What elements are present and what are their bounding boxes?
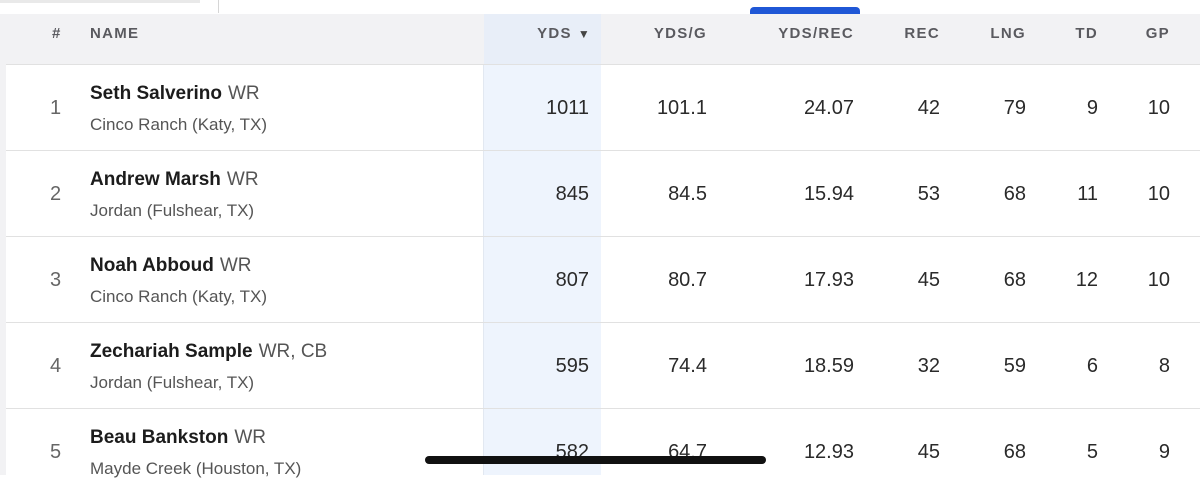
column-header-rec[interactable]: REC [904, 25, 940, 42]
row-rank: 5 [50, 441, 62, 463]
player-name-cell: Seth Salverino WR [90, 83, 260, 105]
stat-yds-per-rec: 24.07 [803, 97, 854, 119]
column-header-lng[interactable]: LNG [990, 25, 1026, 42]
player-position: WR, CB [258, 341, 328, 362]
player-school[interactable]: Jordan (Fulshear, TX) [90, 201, 255, 220]
player-position: WR [228, 83, 260, 104]
row-rank: 1 [50, 97, 62, 119]
stat-td: 9 [1086, 97, 1098, 119]
stat-yds: 807 [555, 269, 589, 291]
table-row[interactable]: 4 Zechariah Sample WR, CB Jordan (Fulshea… [6, 322, 1200, 409]
stat-yds-per-rec: 17.93 [803, 269, 854, 291]
stat-lng: 68 [1003, 183, 1026, 205]
player-position: WR [234, 427, 266, 448]
stat-lng: 59 [1003, 355, 1026, 377]
column-header-name[interactable]: NAME [90, 25, 140, 42]
stat-td: 6 [1086, 355, 1098, 377]
column-header-td[interactable]: TD [1075, 25, 1098, 42]
stat-yds-per-rec: 15.94 [803, 183, 854, 205]
stat-yds-per-game: 101.1 [656, 97, 707, 119]
column-header-yds-per-game[interactable]: YDS/G [653, 25, 707, 42]
stat-yds-per-game: 74.4 [668, 355, 707, 377]
stat-td: 11 [1077, 183, 1098, 205]
stat-lng: 68 [1003, 441, 1026, 463]
stat-gp: 9 [1158, 441, 1170, 463]
stat-gp: 8 [1158, 355, 1170, 377]
stat-yds-per-rec: 12.93 [803, 441, 854, 463]
player-name[interactable]: Noah Abboud [90, 255, 214, 276]
player-name[interactable]: Andrew Marsh [90, 169, 221, 190]
stat-yds-per-game: 80.7 [668, 269, 707, 291]
header-sorted-highlight [484, 14, 601, 64]
sorted-column-divider [483, 14, 484, 475]
row-rank: 3 [50, 269, 62, 291]
column-header-yds[interactable]: YDS ▼ [484, 14, 591, 54]
player-school[interactable]: Cinco Ranch (Katy, TX) [90, 115, 267, 134]
column-header-yds-label: YDS [537, 25, 572, 42]
home-indicator[interactable] [425, 456, 766, 464]
stat-td: 12 [1075, 269, 1098, 291]
sort-descending-icon: ▼ [577, 27, 591, 41]
player-position: WR [226, 169, 259, 190]
player-name-cell: Noah Abboud WR [90, 255, 251, 277]
player-position: WR [219, 255, 252, 276]
player-school[interactable]: Cinco Ranch (Katy, TX) [90, 287, 267, 306]
player-name-cell: Andrew Marsh WR [90, 169, 259, 191]
active-tab-indicator [750, 7, 860, 15]
player-name[interactable]: Beau Bankston [90, 427, 229, 448]
table-row[interactable]: 1 Seth Salverino WR Cinco Ranch (Katy, TX… [6, 64, 1200, 151]
row-rank: 2 [50, 183, 62, 205]
player-name-cell: Zechariah Sample WR, CB [90, 341, 327, 363]
stat-td: 5 [1086, 441, 1098, 463]
stat-yds-per-rec: 18.59 [803, 355, 854, 377]
stat-rec: 32 [917, 355, 940, 377]
player-name[interactable]: Zechariah Sample [90, 341, 253, 362]
stat-gp: 10 [1147, 183, 1170, 205]
sorted-column-highlight [484, 14, 601, 475]
stat-lng: 79 [1003, 97, 1026, 119]
stat-yds: 845 [555, 183, 589, 205]
stat-yds: 595 [555, 355, 589, 377]
stat-yds: 1011 [545, 97, 589, 119]
row-rank: 4 [50, 355, 62, 377]
stats-table [6, 14, 1200, 475]
stat-rec: 53 [917, 183, 940, 205]
stat-gp: 10 [1147, 269, 1170, 291]
top-tab-bar [0, 0, 1200, 15]
table-row[interactable]: 2 Andrew Marsh WR Jordan (Fulshear, TX) 8… [6, 150, 1200, 237]
column-header-gp[interactable]: GP [1145, 25, 1170, 42]
stat-yds-per-game: 84.5 [668, 183, 707, 205]
table-header-row: # NAME YDS ▼ YDS/G YDS/REC REC LNG TD GP [0, 14, 1200, 64]
table-row[interactable]: 3 Noah Abboud WR Cinco Ranch (Katy, TX) 8… [6, 236, 1200, 323]
player-name[interactable]: Seth Salverino [90, 83, 222, 104]
stat-lng: 68 [1003, 269, 1026, 291]
stat-rec: 45 [917, 441, 940, 463]
filter-segment[interactable] [0, 0, 219, 13]
stat-gp: 10 [1147, 97, 1170, 119]
table-row[interactable]: 5 Beau Bankston WR Mayde Creek (Houston, … [6, 408, 1200, 495]
player-school[interactable]: Mayde Creek (Houston, TX) [90, 459, 302, 478]
stat-rec: 42 [917, 97, 940, 119]
column-header-yds-per-rec[interactable]: YDS/REC [778, 25, 854, 42]
stat-rec: 45 [917, 269, 940, 291]
player-school[interactable]: Jordan (Fulshear, TX) [90, 373, 255, 392]
player-name-cell: Beau Bankston WR [90, 427, 266, 449]
column-header-rank[interactable]: # [52, 25, 62, 42]
